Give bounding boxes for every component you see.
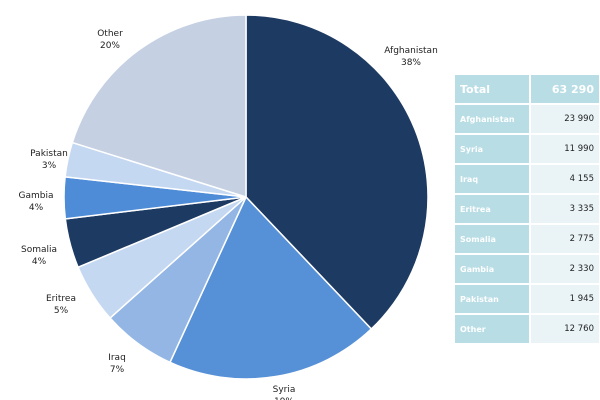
table-country: Iraq [455, 164, 530, 195]
table-row: Afghanistan 23 990 [455, 104, 599, 135]
table-row: Other 12 760 [455, 314, 599, 345]
slice-label-name: Iraq [108, 353, 126, 363]
table-value: 1 945 [529, 284, 599, 315]
table-value: 12 760 [529, 314, 599, 345]
pie-labels: Afghanistan 38% Syria 19% Iraq 7% Eritrea 5% Som… [19, 29, 438, 400]
table-country: Pakistan [455, 284, 530, 315]
table-country: Gambia [455, 254, 530, 285]
summary-table: Total 63 290 Afghanistan 23 990 Syria 11… [455, 75, 599, 345]
slice-label-percent: 4% [29, 203, 44, 213]
table-value: 2 775 [529, 224, 599, 255]
table-country: Syria [455, 134, 530, 165]
table-value: 3 335 [529, 194, 599, 225]
table-value: 2 330 [529, 254, 599, 285]
pie-slice-other [71, 14, 247, 199]
slice-label-percent: 19% [274, 397, 294, 400]
slice-label-name: Pakistan [30, 149, 68, 159]
pie-slice-afghanistan [245, 14, 429, 331]
table-row: Syria 11 990 [455, 134, 599, 165]
slice-label-name: Eritrea [46, 294, 76, 304]
slice-label-percent: 3% [42, 161, 57, 171]
table-row: Pakistan 1 945 [455, 284, 599, 315]
table-value: 11 990 [529, 134, 599, 165]
slice-label-percent: 7% [110, 365, 125, 375]
pie-chart: Afghanistan 38% Syria 19% Iraq 7% Eritrea 5% Som… [19, 14, 438, 400]
slice-label-percent: 38% [401, 58, 421, 68]
table-country: Eritrea [455, 194, 530, 225]
table-row: Gambia 2 330 [455, 254, 599, 285]
table-country: Other [455, 314, 530, 345]
total-label: Total [455, 75, 530, 105]
slice-label-name: Somalia [21, 245, 57, 255]
slice-label-name: Gambia [19, 191, 54, 201]
slice-label-name: Syria [273, 385, 296, 395]
table-country: Somalia [455, 224, 530, 255]
pie-slices [63, 14, 429, 380]
pie-slice-syria [168, 195, 373, 380]
total-row: Total 63 290 [455, 75, 599, 105]
table-country: Afghanistan [455, 104, 530, 135]
slice-label-name: Other [97, 29, 123, 39]
table-value: 23 990 [529, 104, 599, 135]
table-row: Somalia 2 775 [455, 224, 599, 255]
table-row: Eritrea 3 335 [455, 194, 599, 225]
table-value: 4 155 [529, 164, 599, 195]
slice-label-percent: 20% [100, 41, 120, 51]
total-value: 63 290 [529, 75, 599, 105]
slice-label-percent: 5% [54, 306, 69, 316]
slice-label-percent: 4% [32, 257, 47, 267]
slice-label-name: Afghanistan [384, 46, 438, 56]
table-row: Iraq 4 155 [455, 164, 599, 195]
